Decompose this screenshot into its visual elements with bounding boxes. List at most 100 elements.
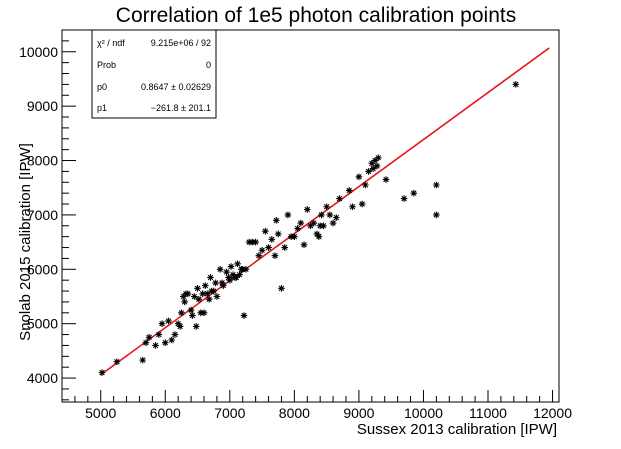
y-tick-label: 5000 (27, 316, 58, 332)
data-point (310, 219, 318, 227)
y-tick-label: 9000 (27, 98, 58, 114)
data-point (371, 157, 379, 164)
y-tick-label: 4000 (27, 370, 58, 386)
axis-tick-labels: 5000 6000 7000 8000 9000 10000 11000 12000 4000 5… (19, 44, 572, 421)
data-point (176, 323, 184, 330)
data-point (382, 176, 390, 183)
stats-prob-value: 0 (206, 60, 211, 70)
data-point (220, 282, 227, 289)
x-tick-label: 7000 (214, 405, 245, 421)
data-point (240, 312, 248, 319)
data-point (178, 309, 185, 317)
data-point (229, 271, 237, 279)
data-point (227, 263, 235, 270)
data-point (410, 189, 418, 197)
data-point (161, 339, 169, 347)
data-point (181, 298, 188, 306)
y-tick-label: 8000 (27, 153, 58, 169)
data-point (512, 81, 520, 88)
data-point (271, 252, 279, 260)
data-point (274, 230, 282, 238)
data-point (307, 222, 314, 230)
data-point (145, 333, 153, 341)
data-point (281, 244, 288, 251)
data-point (362, 181, 369, 189)
data-point (320, 222, 327, 230)
data-point (368, 159, 376, 167)
data-point (297, 219, 305, 227)
data-point (303, 206, 311, 213)
stats-prob-label: Prob (97, 60, 116, 70)
y-axis-label: Snolab 2015 calibration [IPW] (17, 143, 34, 341)
data-point (139, 356, 146, 364)
x-tick-label: 9000 (343, 405, 374, 421)
data-point (369, 165, 377, 172)
data-point (315, 233, 323, 240)
data-point (326, 211, 334, 219)
data-point (294, 225, 301, 232)
data-point (291, 233, 298, 240)
data-point (199, 290, 207, 298)
data-point (187, 306, 195, 314)
data-point (195, 295, 203, 303)
data-point (374, 154, 382, 162)
data-point (433, 181, 440, 189)
data-point (400, 195, 408, 202)
data-point (272, 217, 280, 224)
data-point (358, 200, 366, 208)
data-point (191, 293, 198, 300)
data-point (242, 265, 250, 273)
data-point (433, 211, 440, 219)
chart-title: Correlation of 1e5 photon calibration po… (116, 4, 516, 27)
data-point (213, 293, 221, 300)
data-point (234, 260, 241, 268)
stats-p0-value: 0.8647 ± 0.02629 (141, 82, 211, 92)
data-point (158, 320, 166, 327)
data-point (142, 339, 150, 347)
data-point (262, 227, 269, 235)
data-point (200, 309, 208, 317)
stats-box: χ² / ndf 9.215e+06 / 92 Prob 0 p0 0.8647… (91, 29, 217, 119)
data-point (232, 274, 240, 281)
data-point (205, 295, 213, 303)
x-tick-label: 8000 (279, 405, 310, 421)
data-point (113, 358, 121, 366)
data-point (345, 187, 353, 194)
data-point (212, 279, 219, 287)
data-point (255, 252, 263, 260)
data-point (152, 342, 159, 349)
stats-p1-label: p1 (97, 103, 107, 113)
data-point (318, 211, 325, 219)
data-point (180, 293, 187, 300)
x-tick-label: 5000 (85, 405, 116, 421)
x-tick-label: 11000 (469, 405, 507, 421)
data-point (313, 230, 321, 238)
data-point (216, 265, 224, 273)
data-point (174, 320, 182, 327)
data-point (203, 290, 211, 298)
data-point (284, 211, 292, 219)
data-point (373, 162, 381, 170)
data-point (278, 285, 285, 292)
data-point (258, 246, 266, 254)
y-tick-label: 6000 (27, 261, 58, 277)
data-point (201, 282, 209, 289)
stats-p1-value: −261.8 ± 201.1 (151, 103, 211, 113)
data-point (300, 241, 308, 249)
x-tick-label: 10000 (404, 405, 443, 421)
data-point (194, 285, 201, 292)
fit-line (100, 47, 550, 376)
x-tick-label: 6000 (150, 405, 181, 421)
data-point (98, 369, 106, 376)
stats-chi2-label: χ² / ndf (97, 38, 125, 48)
data-point (323, 203, 330, 211)
data-point (226, 276, 234, 284)
data-point (329, 219, 337, 227)
y-tick-label: 7000 (27, 207, 58, 223)
data-point (155, 331, 163, 338)
data-point (184, 290, 192, 298)
stats-p0-label: p0 (97, 82, 107, 92)
fit-line-group (100, 47, 550, 376)
y-tick-label: 10000 (19, 44, 58, 60)
